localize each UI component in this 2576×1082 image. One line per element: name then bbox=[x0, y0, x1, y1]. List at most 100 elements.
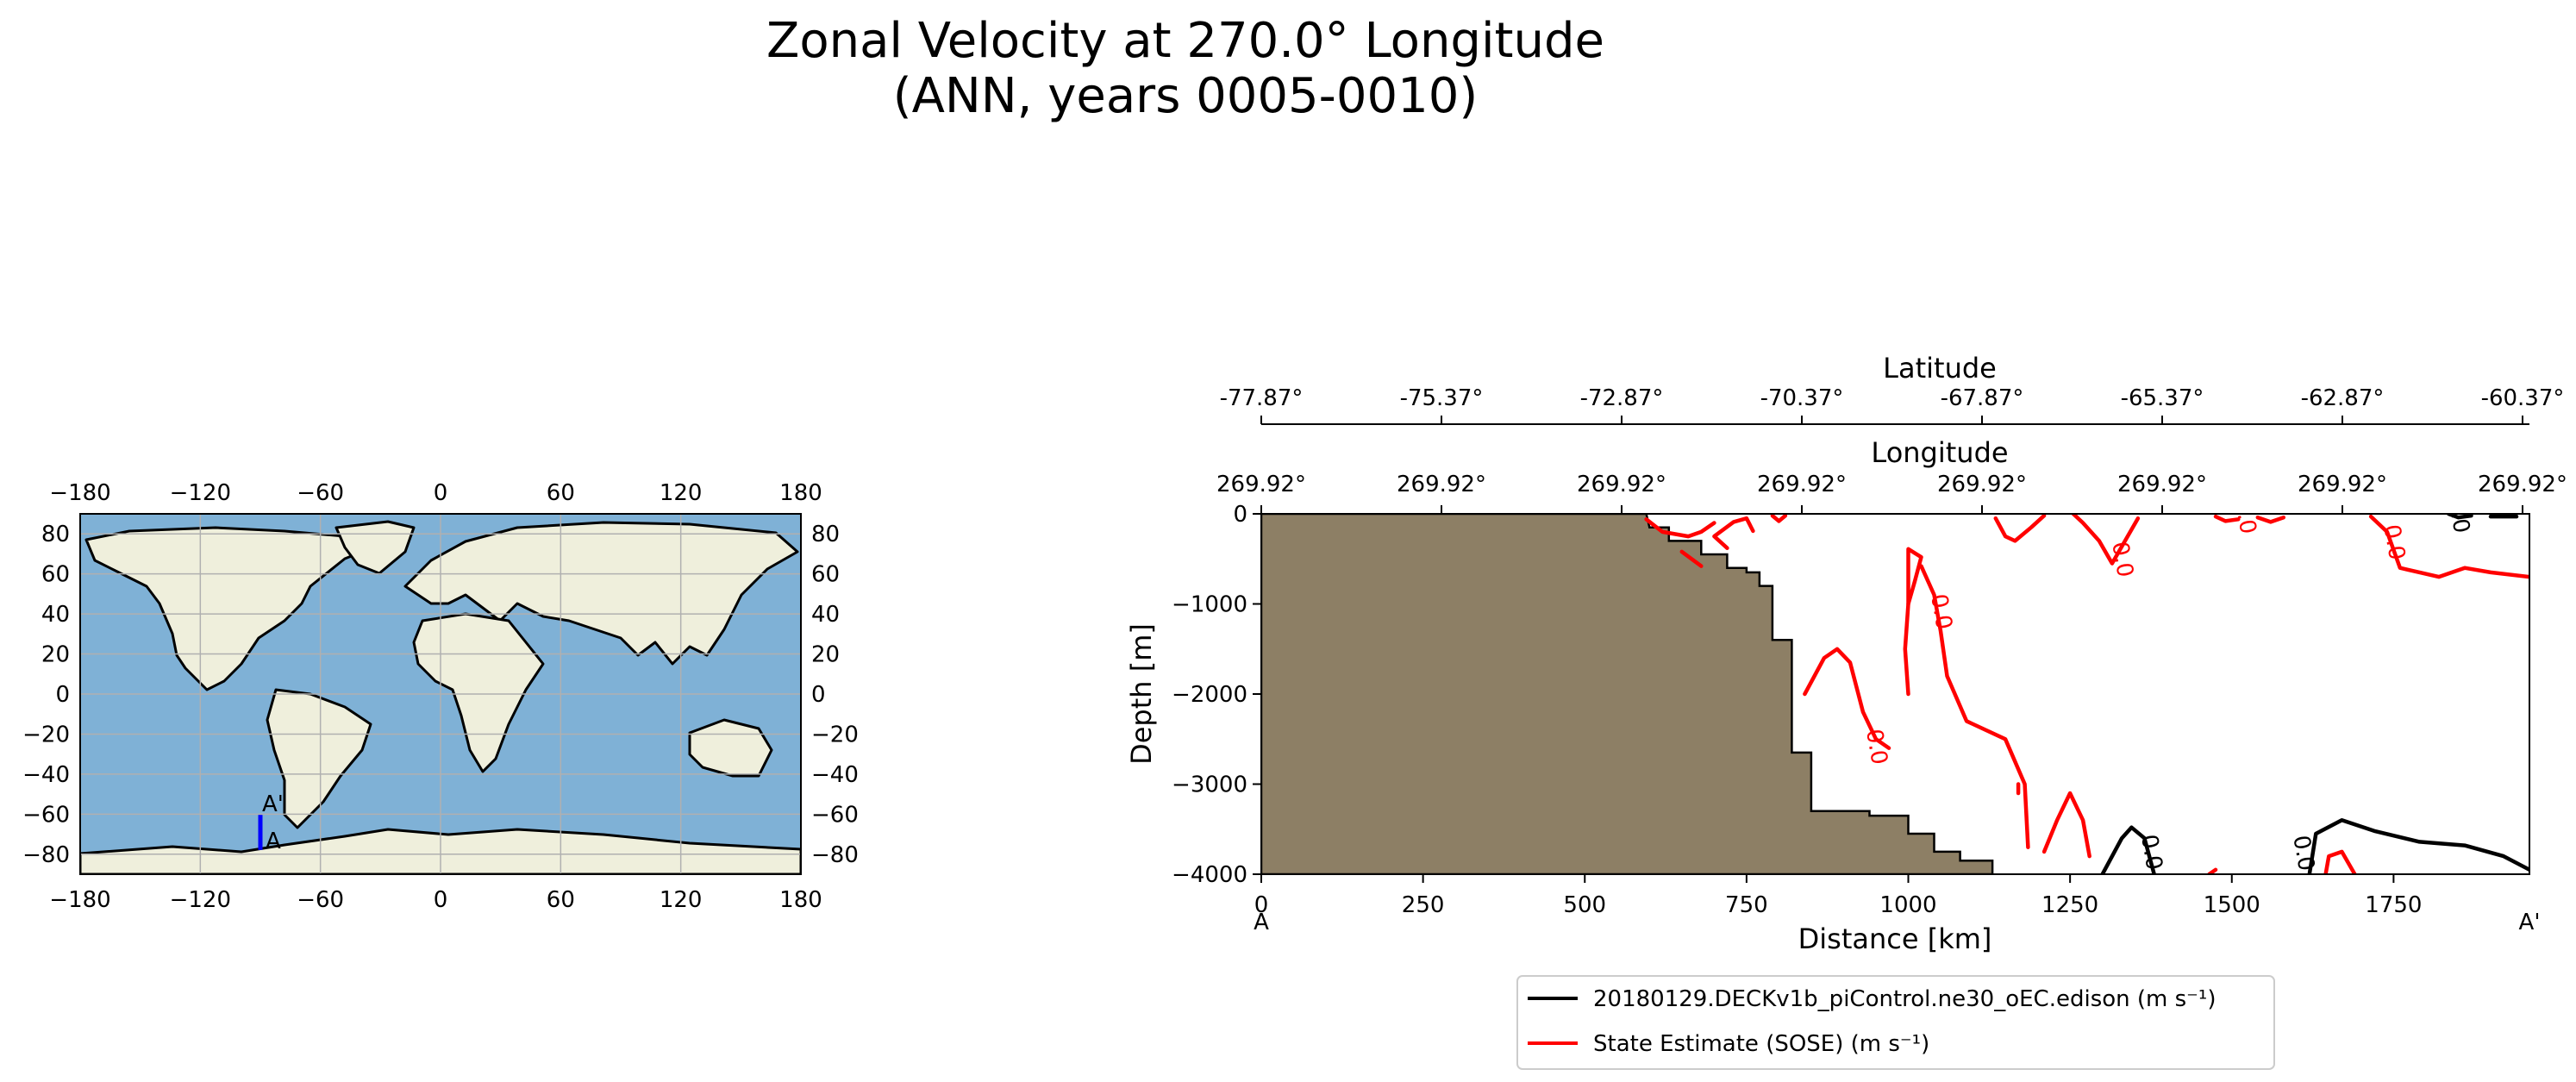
legend: 20180129.DECKv1b_piControl.ne30_oEC.edis… bbox=[1516, 975, 2275, 1070]
observation-contour-line bbox=[2368, 514, 2529, 579]
section-ticks: 0 250 500 750 1000 1250 1500 1750 0 −1000 −2000 −30… bbox=[1172, 502, 2422, 918]
map-ytick-label-left: 80 bbox=[41, 522, 70, 547]
longitude-tick-label: 269.92° bbox=[1937, 472, 2027, 497]
latitude-tick-label: -65.37° bbox=[2121, 385, 2204, 411]
map-xtick-label-bottom: 60 bbox=[547, 887, 575, 913]
section-x-start-label: A bbox=[1254, 910, 1269, 935]
map-ytick-label-right: 20 bbox=[811, 642, 840, 668]
map-land bbox=[80, 520, 801, 874]
map-xtick-label-top: 120 bbox=[660, 480, 703, 506]
longitude-ticks: 269.92° 269.92° 269.92° 269.92° 269.92° 269.9… bbox=[1216, 472, 2567, 514]
map-panel: −180 −180 −120 −120 −60 −60 0 0 60 60 120 120 180 180… bbox=[22, 480, 859, 913]
section-ytick-label: 0 bbox=[1233, 502, 1247, 528]
section-ytick-label: −1000 bbox=[1172, 592, 1247, 618]
map-xtick-label-top: −180 bbox=[49, 480, 110, 506]
figure-title-line1: Zonal Velocity at 270.0° Longitude bbox=[766, 13, 1604, 69]
observation-contour-line bbox=[1919, 564, 2030, 849]
section-xtick-label: 0 bbox=[1254, 892, 1269, 918]
map-xtick-label-top: 0 bbox=[434, 480, 448, 506]
latitude-axis-label: Latitude bbox=[1883, 352, 1997, 385]
map-ytick-label-right: −40 bbox=[811, 762, 859, 788]
map-ytick-label-right: −20 bbox=[811, 722, 859, 747]
map-ytick-label-right: −80 bbox=[811, 842, 859, 868]
map-gridlines bbox=[80, 514, 801, 874]
map-ytick-label-left: −80 bbox=[22, 842, 70, 868]
land-south-america bbox=[266, 688, 372, 829]
map-xtick-label-bottom: 0 bbox=[434, 887, 448, 913]
map-xtick-label-bottom: −180 bbox=[49, 887, 110, 913]
section-xtick-label: 750 bbox=[1725, 892, 1768, 918]
section-xtick-label: 250 bbox=[1402, 892, 1445, 918]
observation-contour-line bbox=[1993, 514, 2047, 543]
legend-frame bbox=[1516, 975, 2275, 1070]
section-ytick-label: −2000 bbox=[1172, 682, 1247, 708]
observation-contour-line bbox=[1712, 516, 1755, 550]
longitude-tick-label: 269.92° bbox=[1577, 472, 1666, 497]
map-ytick-label-right: 40 bbox=[811, 602, 840, 628]
land-eurasia bbox=[403, 521, 799, 666]
map-ytick-label-right: 0 bbox=[811, 682, 826, 708]
contour-label: 0.0 bbox=[2378, 522, 2410, 562]
longitude-tick-label: 269.92° bbox=[2478, 472, 2567, 497]
observation-contour-line bbox=[1770, 514, 1788, 523]
section-xtick-label: 1250 bbox=[2041, 892, 2098, 918]
section-xtick-label: 1500 bbox=[2204, 892, 2260, 918]
map-ytick-label-left: −40 bbox=[22, 762, 70, 788]
model-contour-line bbox=[2446, 514, 2473, 520]
bathymetry-topography bbox=[1261, 514, 1994, 874]
latitude-tick-label: -75.37° bbox=[1400, 385, 1484, 411]
observation-contour-line bbox=[2255, 515, 2286, 524]
contour-label: 0.0 bbox=[2135, 833, 2167, 872]
section-ylabel: Depth [m] bbox=[1125, 623, 1158, 765]
contour-label: 0.0 bbox=[1860, 727, 1892, 766]
latitude-tick-label: -60.37° bbox=[2481, 385, 2565, 411]
observation-contour-line bbox=[1906, 547, 1923, 606]
contour-lines bbox=[1644, 514, 2529, 874]
transect-start-label: A bbox=[266, 829, 281, 854]
map-xtick-label-bottom: −60 bbox=[297, 887, 344, 913]
model-contour-line bbox=[2100, 825, 2156, 874]
section-x-end-label: A' bbox=[2519, 910, 2541, 935]
observation-contour-line bbox=[2323, 849, 2357, 874]
figure-title-line2: (ANN, years 0005-0010) bbox=[893, 68, 1479, 124]
map-ytick-label-right: −60 bbox=[811, 802, 859, 828]
section-xtick-label: 500 bbox=[1563, 892, 1606, 918]
section-ytick-label: −4000 bbox=[1172, 862, 1247, 888]
map-ytick-label-right: 80 bbox=[811, 522, 840, 547]
land-australia bbox=[688, 718, 773, 778]
map-frame bbox=[79, 513, 802, 875]
map-ytick-label-right: 60 bbox=[811, 562, 840, 588]
section-xlabel: Distance [km] bbox=[1798, 923, 1992, 955]
legend-observation-label: State Estimate (SOSE) (m s⁻¹) bbox=[1593, 1031, 1929, 1057]
map-xtick-label-bottom: 120 bbox=[660, 887, 703, 913]
latitude-tick-label: -62.87° bbox=[2301, 385, 2385, 411]
map-xtick-label-bottom: −120 bbox=[170, 887, 231, 913]
longitude-tick-label: 269.92° bbox=[2298, 472, 2387, 497]
longitude-axis-label: Longitude bbox=[1871, 436, 2008, 469]
observation-contour-line bbox=[1679, 549, 1704, 568]
map-ytick-label-left: 60 bbox=[41, 562, 70, 588]
map-ytick-label-left: −20 bbox=[22, 722, 70, 747]
map-ytick-label-left: 20 bbox=[41, 642, 70, 668]
map-ytick-label-left: 0 bbox=[55, 682, 70, 708]
section-panel: 0.0 0.00.00.00.00.00.00.0 0 250 500 750 1000 1… bbox=[1125, 352, 2567, 955]
map-xtick-label-top: −60 bbox=[297, 480, 344, 506]
latitude-tick-label: -70.37° bbox=[1760, 385, 1844, 411]
transect-end-label: A' bbox=[262, 791, 284, 817]
observation-contour-line bbox=[1803, 647, 1891, 750]
latitude-ticks: -77.87° -75.37° -72.87° -70.37° -67.87° -65.3… bbox=[1220, 385, 2565, 424]
model-contour-line bbox=[2307, 818, 2529, 874]
longitude-tick-label: 269.92° bbox=[1397, 472, 1486, 497]
longitude-tick-label: 269.92° bbox=[1757, 472, 1847, 497]
section-xtick-label: 1750 bbox=[2365, 892, 2422, 918]
observation-contour-line bbox=[2213, 514, 2241, 523]
latitude-tick-label: -77.87° bbox=[1220, 385, 1304, 411]
latitude-tick-label: -72.87° bbox=[1580, 385, 1664, 411]
longitude-tick-label: 269.92° bbox=[2117, 472, 2207, 497]
land-greenland bbox=[335, 520, 416, 575]
section-xtick-label: 1000 bbox=[1879, 892, 1936, 918]
latitude-tick-label: -67.87° bbox=[1941, 385, 2024, 411]
legend-model-label: 20180129.DECKv1b_piControl.ne30_oEC.edis… bbox=[1593, 986, 2216, 1012]
map-xtick-label-top: −120 bbox=[170, 480, 231, 506]
